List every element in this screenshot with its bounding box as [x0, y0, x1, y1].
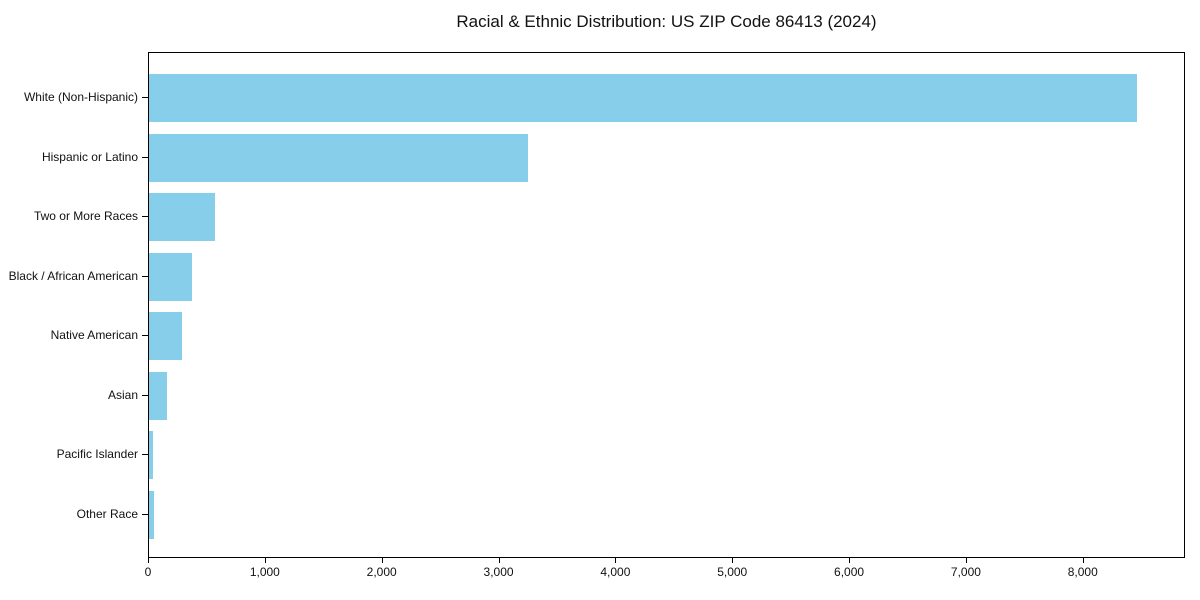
y-tick-label: White (Non-Hispanic): [23, 90, 138, 104]
y-tick-mark: [142, 335, 148, 337]
x-tick-label: 0: [144, 565, 152, 579]
x-tick-mark: [1082, 558, 1084, 563]
bar-hispanic-or-latino: [149, 133, 528, 182]
bar-asian: [149, 371, 168, 420]
y-tick-mark: [142, 454, 148, 456]
y-tick-mark: [142, 97, 148, 98]
bar-black-african-american: [149, 252, 193, 301]
y-tick-label: Native American: [50, 328, 138, 343]
x-tick-label: 2,000: [366, 565, 397, 579]
x-tick-label: 8,000: [1067, 565, 1098, 579]
bar-pacific-islander: [149, 431, 154, 480]
bar-native-american: [149, 312, 183, 361]
y-tick-mark: [142, 394, 148, 396]
y-tick-mark: [142, 513, 148, 515]
chart-title: Racial & Ethnic Distribution: US ZIP Cod…: [456, 12, 877, 31]
x-tick-mark: [381, 558, 383, 563]
x-tick-mark: [849, 558, 851, 563]
y-tick-label: Black / African American: [8, 268, 138, 283]
x-tick-mark: [148, 558, 149, 563]
x-tick-label: 4,000: [600, 565, 631, 579]
y-tick-label: Asian: [107, 387, 138, 402]
x-tick-mark: [732, 558, 734, 563]
y-tick-mark: [142, 156, 148, 158]
x-tick-mark: [498, 558, 500, 563]
plot-area: [148, 52, 1185, 558]
x-tick-label: 1,000: [249, 565, 280, 579]
x-tick-label: 5,000: [717, 565, 748, 579]
x-tick-label: 3,000: [483, 565, 514, 579]
x-tick-mark: [615, 558, 617, 563]
x-tick-label: 6,000: [834, 565, 865, 579]
bar-other-race: [149, 490, 155, 539]
x-tick-mark: [965, 558, 967, 563]
y-tick-mark: [142, 275, 148, 277]
x-tick-label: 7,000: [950, 565, 981, 579]
y-tick-label: Pacific Islander: [56, 447, 138, 462]
x-tick-mark: [264, 558, 266, 563]
y-tick-label: Two or More Races: [33, 209, 138, 224]
bar-white-non-hispanic: [149, 74, 1137, 122]
y-tick-label: Hispanic or Latino: [41, 149, 138, 164]
y-tick-mark: [142, 216, 148, 218]
y-tick-label: Other Race: [76, 506, 138, 521]
bar-two-or-more-races: [149, 193, 216, 242]
